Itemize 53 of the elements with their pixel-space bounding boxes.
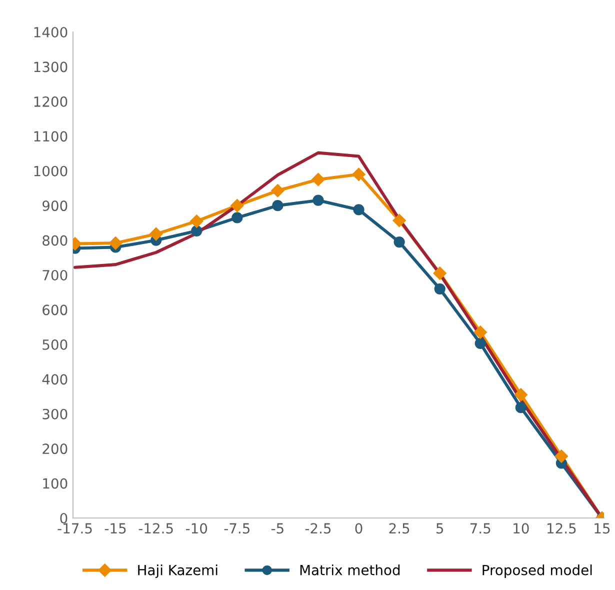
point [474,338,486,349]
y-tick-label: 900 [42,200,68,212]
x-tick-label: 10 [514,523,529,534]
legend-label: Matrix method [300,564,400,576]
point [434,283,446,294]
x-tick-label: -5 [271,523,284,534]
point [433,266,446,280]
x-tick-label: 12.5 [548,523,576,534]
x-tick-label: -10 [186,523,208,534]
x-tick-label: 7.5 [470,523,490,534]
point [312,194,324,206]
y-tick-label: 300 [42,408,68,420]
point [230,198,244,212]
point [190,214,204,228]
point [272,200,284,212]
point [271,184,284,198]
x-tick-label: -2.5 [305,523,331,534]
legend-label: Proposed model [482,564,592,578]
x-tick-label: 0 [355,523,362,534]
y-tick-label: 1200 [34,96,68,107]
point [474,326,487,339]
y-tick-label: 400 [42,374,68,385]
point [353,204,364,216]
point [392,214,406,228]
y-tick-label: 500 [42,339,68,350]
x-tick-label: 5 [436,523,444,534]
point [232,212,243,224]
point [352,168,366,181]
x-tick-label: 2.5 [389,523,410,534]
y-tick-label: 1000 [34,166,68,176]
x-tick-label: -7.5 [224,523,250,534]
x-tick-label: 15 [594,523,610,534]
y-tick-label: 1300 [34,62,68,72]
point [514,388,528,402]
y-tick-label: 200 [42,444,68,454]
y-tick-label: 0 [60,512,68,524]
x-tick-label: -12.5 [138,523,173,534]
point [150,227,163,241]
point [191,225,202,236]
point [394,236,405,248]
y-tick-label: 700 [42,270,68,280]
point [515,402,526,414]
y-tick-label: 1100 [34,131,68,142]
y-tick-label: 800 [42,235,68,246]
point [554,450,568,463]
y-tick-label: 100 [43,478,68,489]
point [108,236,122,250]
legend-label: Haji Kazemi [138,564,218,578]
y-tick-label: 600 [42,304,68,316]
x-tick-label: -17.5 [58,523,92,534]
x-tick-label: -15 [104,523,126,534]
point [312,172,325,186]
y-tick-label: 1400 [34,26,68,38]
